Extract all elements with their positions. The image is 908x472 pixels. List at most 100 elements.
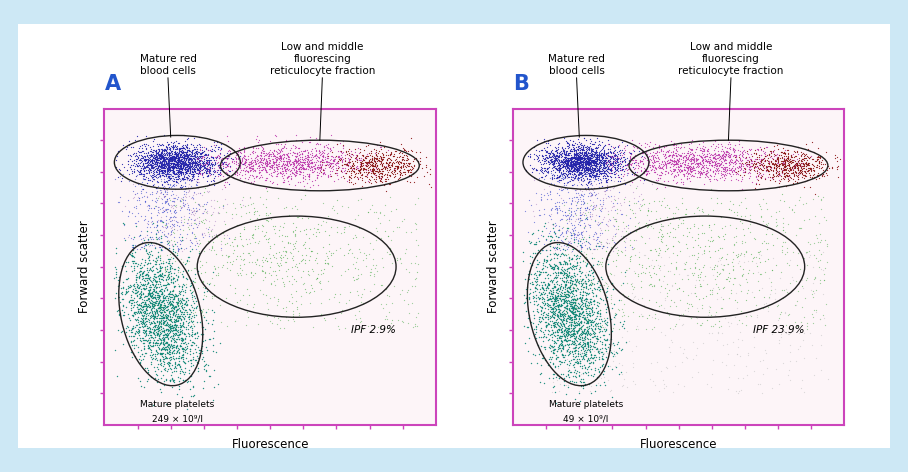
Point xyxy=(575,327,589,335)
Point xyxy=(370,152,384,160)
Point xyxy=(572,325,587,332)
Point xyxy=(656,157,670,164)
Point xyxy=(246,161,261,169)
Point xyxy=(121,324,135,331)
Point xyxy=(728,289,743,296)
Point xyxy=(179,160,193,168)
Point xyxy=(172,362,186,369)
Point xyxy=(624,296,638,304)
Point xyxy=(121,284,135,292)
Point xyxy=(363,148,378,155)
Point xyxy=(562,284,577,291)
Point xyxy=(557,171,571,178)
Point xyxy=(136,156,151,163)
Point xyxy=(138,152,153,160)
Point xyxy=(558,270,572,277)
Point xyxy=(716,170,730,178)
Point xyxy=(618,228,633,235)
Point xyxy=(681,307,696,315)
Point xyxy=(142,249,156,256)
Point xyxy=(180,140,194,148)
Point xyxy=(371,167,386,175)
Point xyxy=(154,320,169,328)
Point xyxy=(555,295,569,303)
Point xyxy=(139,317,153,324)
Point xyxy=(564,145,578,153)
Point xyxy=(166,202,181,209)
Point xyxy=(143,341,157,348)
Point xyxy=(167,153,182,161)
Point xyxy=(183,157,198,164)
Point xyxy=(689,351,704,359)
Point xyxy=(600,362,615,370)
Point xyxy=(151,301,165,308)
Point xyxy=(368,154,382,162)
Point xyxy=(153,245,168,253)
Point xyxy=(573,173,587,180)
Point xyxy=(172,139,186,146)
Point xyxy=(568,218,582,225)
Point xyxy=(169,298,183,306)
Point xyxy=(623,256,637,263)
Point xyxy=(289,287,303,295)
Point xyxy=(187,330,202,337)
Point xyxy=(181,201,195,209)
Point xyxy=(564,320,578,328)
Point xyxy=(242,173,257,181)
Point xyxy=(182,150,196,158)
Point xyxy=(350,291,365,298)
Point xyxy=(650,184,665,192)
Point xyxy=(261,238,275,246)
Point xyxy=(208,266,222,273)
Point xyxy=(300,159,314,166)
Point xyxy=(791,150,805,158)
Point xyxy=(136,353,151,360)
Point xyxy=(153,374,168,382)
Point xyxy=(556,161,570,169)
Point xyxy=(800,238,814,245)
Point xyxy=(562,253,577,261)
Point xyxy=(667,154,682,161)
Point xyxy=(313,163,328,171)
Point xyxy=(622,197,637,204)
Point xyxy=(252,211,266,219)
Point xyxy=(534,146,548,153)
Point xyxy=(567,170,581,177)
Point xyxy=(383,156,398,163)
Point xyxy=(140,275,154,282)
Point xyxy=(216,229,231,236)
Point xyxy=(576,163,590,170)
Point xyxy=(530,157,545,164)
Point xyxy=(275,144,290,152)
Point xyxy=(163,301,178,308)
Point xyxy=(209,250,223,258)
Point xyxy=(301,162,316,169)
Point xyxy=(162,238,176,245)
Point xyxy=(156,297,171,304)
Point xyxy=(575,157,589,165)
Point xyxy=(192,162,207,169)
Point xyxy=(169,316,183,323)
Point xyxy=(573,350,587,358)
Point xyxy=(699,167,714,175)
Point xyxy=(192,167,206,175)
Point xyxy=(194,218,209,226)
Point xyxy=(142,289,156,296)
Point xyxy=(578,207,593,214)
Point xyxy=(580,319,595,327)
Point xyxy=(582,167,597,174)
Point xyxy=(544,289,558,297)
Point xyxy=(565,194,579,202)
Point xyxy=(572,156,587,164)
Point xyxy=(265,320,280,327)
Point xyxy=(604,295,618,303)
Point xyxy=(175,164,190,172)
Point xyxy=(584,354,598,362)
Point xyxy=(743,167,757,174)
Point xyxy=(164,229,179,236)
Point xyxy=(546,370,560,378)
Point xyxy=(163,157,177,165)
Point xyxy=(167,367,182,374)
Point xyxy=(580,339,595,347)
Point xyxy=(150,329,164,337)
